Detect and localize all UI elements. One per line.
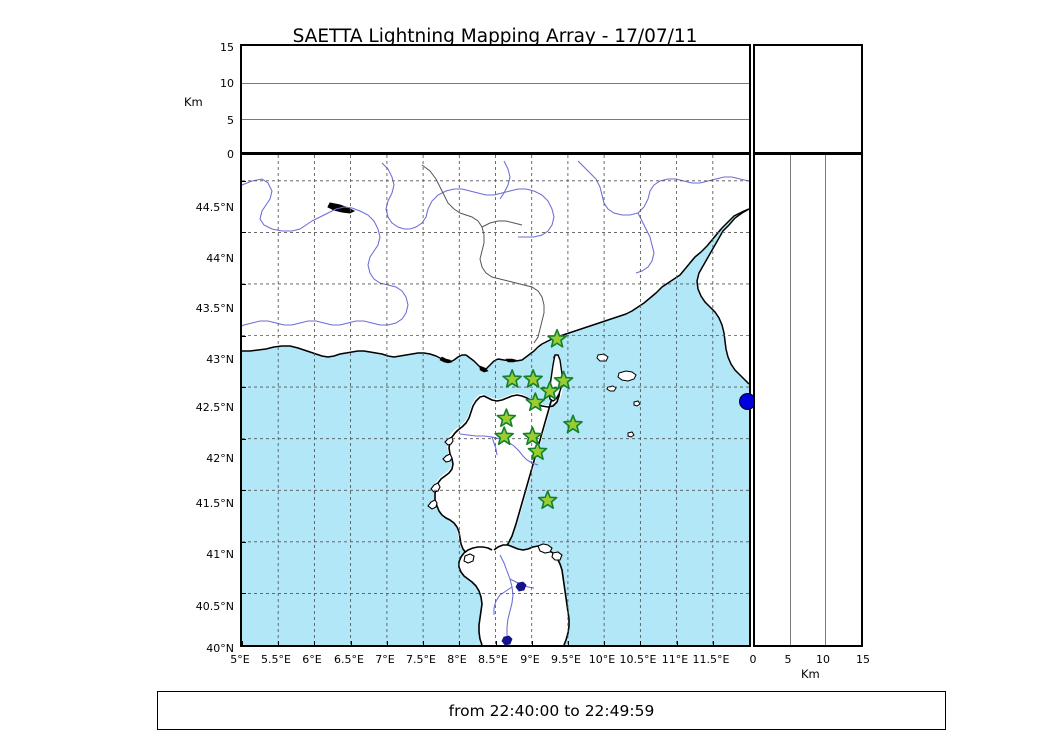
tick-mark	[242, 541, 246, 543]
station-marker[interactable]	[523, 369, 543, 388]
tick-mark	[676, 641, 678, 645]
tick-top-10: 10	[220, 77, 234, 90]
tick-top-0: 0	[227, 148, 234, 161]
station-marker[interactable]	[539, 380, 560, 400]
station-marker[interactable]	[553, 370, 574, 390]
map-graphics	[242, 155, 749, 645]
tick-lon-8-5: 8.5°E	[478, 653, 508, 666]
tick-right-5: 5	[784, 653, 792, 666]
tick-mark	[604, 641, 606, 645]
tick-lat-44: 44°N	[206, 252, 234, 265]
tick-lat-42: 42°N	[206, 452, 234, 465]
station-marker[interactable]	[522, 426, 543, 446]
station-marker[interactable]	[494, 426, 515, 446]
tick-mark	[531, 641, 533, 645]
tick-mark	[423, 641, 425, 645]
tick-lon-7-5: 7.5°E	[406, 653, 436, 666]
station-markers	[494, 328, 583, 510]
tick-lat-43: 43°N	[206, 353, 234, 366]
tick-mark	[242, 641, 243, 645]
gridline-10km-vertical	[825, 155, 827, 645]
tick-lon-9: 9°E	[520, 653, 540, 666]
tick-mark	[495, 641, 497, 645]
tick-lon-8: 8°E	[447, 653, 467, 666]
tick-mark	[242, 387, 246, 389]
tick-lon-5-5: 5.5°E	[261, 653, 291, 666]
tick-mark	[278, 641, 280, 645]
station-marker[interactable]	[563, 414, 583, 434]
gridline-5km	[242, 119, 749, 121]
tick-top-15: 15	[220, 41, 234, 54]
tick-mark	[640, 641, 642, 645]
tick-top-5: 5	[227, 114, 234, 127]
station-marker[interactable]	[502, 369, 522, 388]
tick-mark	[314, 641, 316, 645]
tick-lat-42-5: 42.5°N	[195, 401, 234, 414]
tick-lon-10-5: 10.5°E	[619, 653, 657, 666]
tick-mark	[242, 232, 246, 234]
latitude-vs-height-panel[interactable]	[753, 153, 863, 647]
tick-lon-11: 11°E	[661, 653, 689, 666]
axis-label-km-horizontal: Km	[801, 667, 820, 681]
tick-lon-6-5: 6.5°E	[334, 653, 364, 666]
tick-mark	[242, 180, 246, 182]
tick-lat-41-5: 41.5°N	[195, 497, 234, 510]
tick-lon-9-5: 9.5°E	[551, 653, 581, 666]
station-marker[interactable]	[537, 490, 558, 510]
station-marker[interactable]	[547, 328, 567, 348]
tick-lon-11-5: 11.5°E	[692, 653, 730, 666]
tick-mark	[242, 335, 246, 337]
page-title: SAETTA Lightning Mapping Array - 17/07/1…	[292, 26, 698, 47]
tick-mark	[242, 490, 246, 492]
tick-mark	[242, 593, 246, 595]
tick-right-10: 10	[816, 653, 830, 666]
tick-lon-6: 6°E	[302, 653, 322, 666]
gridline-5km-vertical	[790, 155, 792, 645]
tick-lat-41: 41°N	[206, 548, 234, 561]
tick-lat-40-5: 40.5°N	[195, 600, 234, 613]
station-marker[interactable]	[527, 441, 548, 461]
tick-mark	[242, 438, 246, 440]
tick-lat-44-5: 44.5°N	[195, 201, 234, 214]
time-range-footer: from 22:40:00 to 22:49:59	[157, 691, 946, 730]
tick-mark	[242, 645, 246, 646]
time-range-text: from 22:40:00 to 22:49:59	[448, 701, 655, 720]
station-marker[interactable]	[525, 392, 546, 412]
tick-mark	[459, 641, 461, 645]
tick-mark	[712, 641, 714, 645]
tick-mark	[350, 641, 352, 645]
tick-lon-7: 7°E	[375, 653, 395, 666]
station-marker[interactable]	[496, 408, 517, 428]
axis-label-km-vertical: Km	[184, 95, 203, 109]
tick-right-0: 0	[749, 653, 757, 666]
tick-lat-43-5: 43.5°N	[195, 302, 234, 315]
tick-mark	[242, 283, 246, 285]
gridline-10km	[242, 82, 749, 84]
tick-right-15: 15	[856, 653, 870, 666]
tick-lon-5: 5°E	[230, 653, 250, 666]
height-vs-longitude-panel[interactable]	[240, 44, 751, 154]
tick-lon-10: 10°E	[588, 653, 616, 666]
tick-mark	[386, 641, 388, 645]
corner-panel[interactable]	[753, 44, 863, 154]
map-panel[interactable]	[240, 153, 751, 647]
tick-mark	[567, 641, 569, 645]
tick-lat-40: 40°N	[206, 642, 234, 655]
